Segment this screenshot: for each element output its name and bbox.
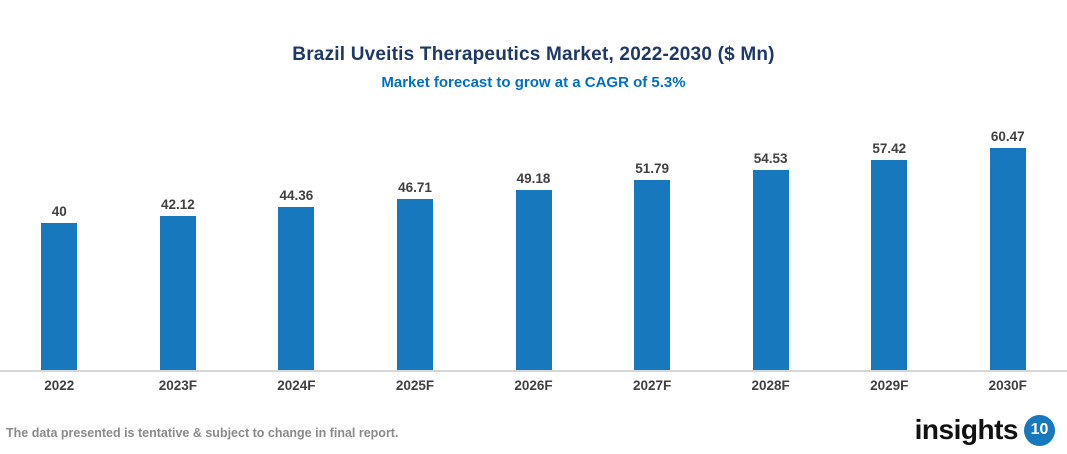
x-axis-label: 2027F (632, 378, 672, 393)
bar-value-label: 57.42 (872, 140, 907, 156)
chart-subtitle: Market forecast to grow at a CAGR of 5.3… (381, 74, 686, 91)
bar (515, 189, 552, 370)
insights10-logo: insights 10 (915, 414, 1055, 446)
x-axis-label: 2023F (158, 378, 197, 393)
bar-value-label: 46.71 (398, 179, 432, 195)
bar (871, 159, 908, 370)
bar-value-label: 49.18 (516, 170, 551, 186)
bar-value-label: 42.12 (160, 196, 195, 212)
bar-column: 46.71 (356, 180, 475, 370)
bar-column: 44.36 (237, 188, 356, 370)
bar-column: 60.47 (949, 129, 1067, 370)
bar-value-label: 51.79 (635, 161, 669, 177)
bar-value-label: 44.36 (279, 188, 314, 204)
x-axis-label: 2025F (395, 378, 435, 393)
x-axis-label: 2030F (988, 378, 1027, 393)
bar (159, 215, 196, 370)
logo-text: insights (914, 414, 1019, 445)
x-axis-label: 2024F (277, 378, 316, 393)
x-axis-label: 2028F (751, 378, 790, 393)
x-axis-label: 2022 (44, 378, 75, 393)
x-axis-label: 2026F (514, 378, 553, 393)
bar-column: 40 (0, 204, 119, 370)
plot-area: 40 42.12 44.36 46.71 49.18 51.79 54.53 57.42 60.… (0, 108, 1067, 372)
bar-value-label: 54.53 (753, 151, 788, 167)
bar-column: 42.12 (119, 197, 238, 370)
bar (634, 180, 671, 370)
chart-title: Brazil Uveitis Therapeutics Market, 2022… (292, 44, 775, 65)
logo-number-badge: 10 (1024, 414, 1055, 446)
bar (278, 207, 315, 370)
bar-column: 49.18 (474, 171, 593, 370)
bar-column: 57.42 (830, 140, 949, 370)
x-axis-labels: 2022 2023F 2024F 2025F 2026F 2027F 2028F 2029F 2… (0, 378, 1067, 393)
bar-column: 51.79 (593, 161, 712, 370)
bar-value-label: 60.47 (990, 129, 1025, 145)
footer: The data presented is tentative & subjec… (0, 414, 1067, 454)
bar-chart: 40 42.12 44.36 46.71 49.18 51.79 54.53 57.42 60.… (0, 108, 1067, 393)
bar (396, 198, 433, 370)
bar (752, 170, 789, 370)
bar (41, 223, 78, 370)
x-axis-label: 2029F (870, 378, 909, 393)
bar-value-label: 40 (51, 204, 67, 220)
disclaimer-text: The data presented is tentative & subjec… (6, 426, 399, 440)
bar (989, 148, 1026, 370)
bar-column: 54.53 (711, 151, 830, 370)
